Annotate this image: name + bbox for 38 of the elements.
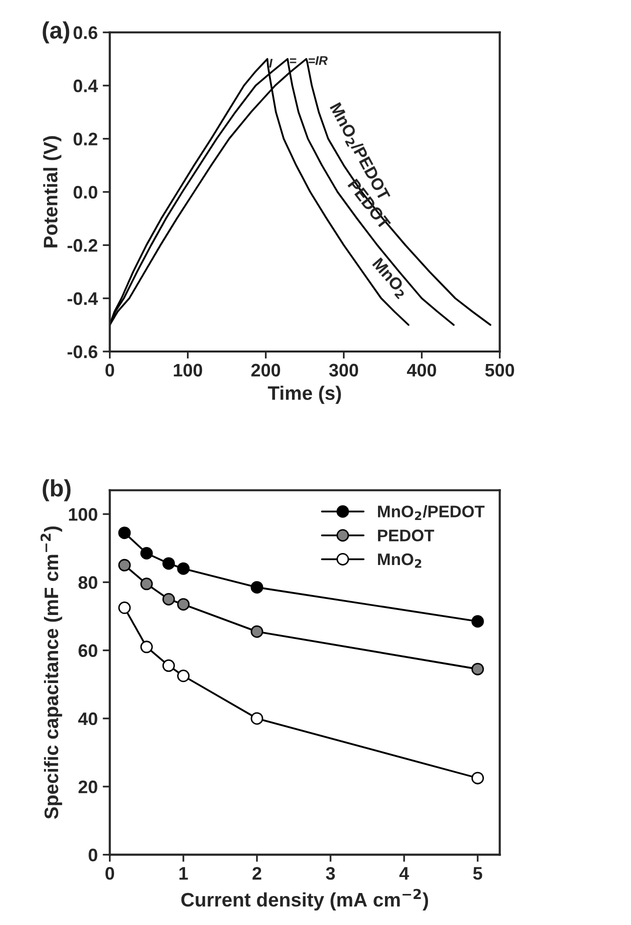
x-axis-title: Current density (mA cm$^{−2}$) (181, 888, 428, 910)
x-tick-label: 2 (252, 866, 262, 880)
x-tick-label: 0 (105, 866, 114, 880)
x-tick-label: 4 (399, 867, 410, 880)
annotation: I (269, 58, 273, 68)
legend-label: MnO$_{2}$ (378, 553, 422, 568)
annotation: = (290, 58, 296, 64)
y-tick-label: -0.4 (68, 292, 98, 306)
x-tick-label: 300 (329, 364, 358, 377)
x-tick-label: 0 (105, 364, 114, 377)
legend-label: MnO$_{2}$/PEDOT (378, 505, 485, 520)
y-tick-label: 0.0 (74, 186, 98, 199)
text: MnO$_{2}$ (370, 257, 410, 300)
y-tick-label: 40 (78, 712, 98, 726)
y-axis-title: Potential (V) (43, 136, 62, 248)
x-tick-label: 200 (251, 364, 280, 377)
x-tick-label: 1 (179, 867, 188, 880)
chart-title: (a) (42, 21, 70, 44)
y-tick-label: 20 (78, 780, 98, 794)
y-tick-label: 80 (78, 576, 98, 589)
chart-title: (b) (42, 479, 71, 502)
y-tick-label: 100 (69, 508, 98, 521)
y-tick-label: -0.6 (68, 345, 98, 358)
y-tick-label: 0.6 (74, 26, 98, 40)
legend-label: PEDOT (378, 530, 434, 542)
y-axis-title: Specific capacitance (mF cm$^{−2}$) (40, 526, 62, 819)
x-tick-label: 500 (485, 364, 514, 377)
x-tick-label: 400 (406, 364, 436, 377)
y-tick-label: 60 (78, 644, 98, 658)
x-tick-label: 5 (473, 867, 482, 880)
annotation: =IR (308, 56, 328, 65)
y-tick-label: 0.4 (74, 79, 98, 92)
y-tick-label: -0.2 (68, 239, 98, 252)
x-tick-label: 100 (174, 364, 202, 377)
x-tick-label: 3 (326, 866, 335, 880)
y-tick-label: 0 (88, 848, 98, 862)
y-tick-label: 0.2 (74, 132, 98, 146)
x-axis-title: Time (s) (268, 386, 341, 404)
